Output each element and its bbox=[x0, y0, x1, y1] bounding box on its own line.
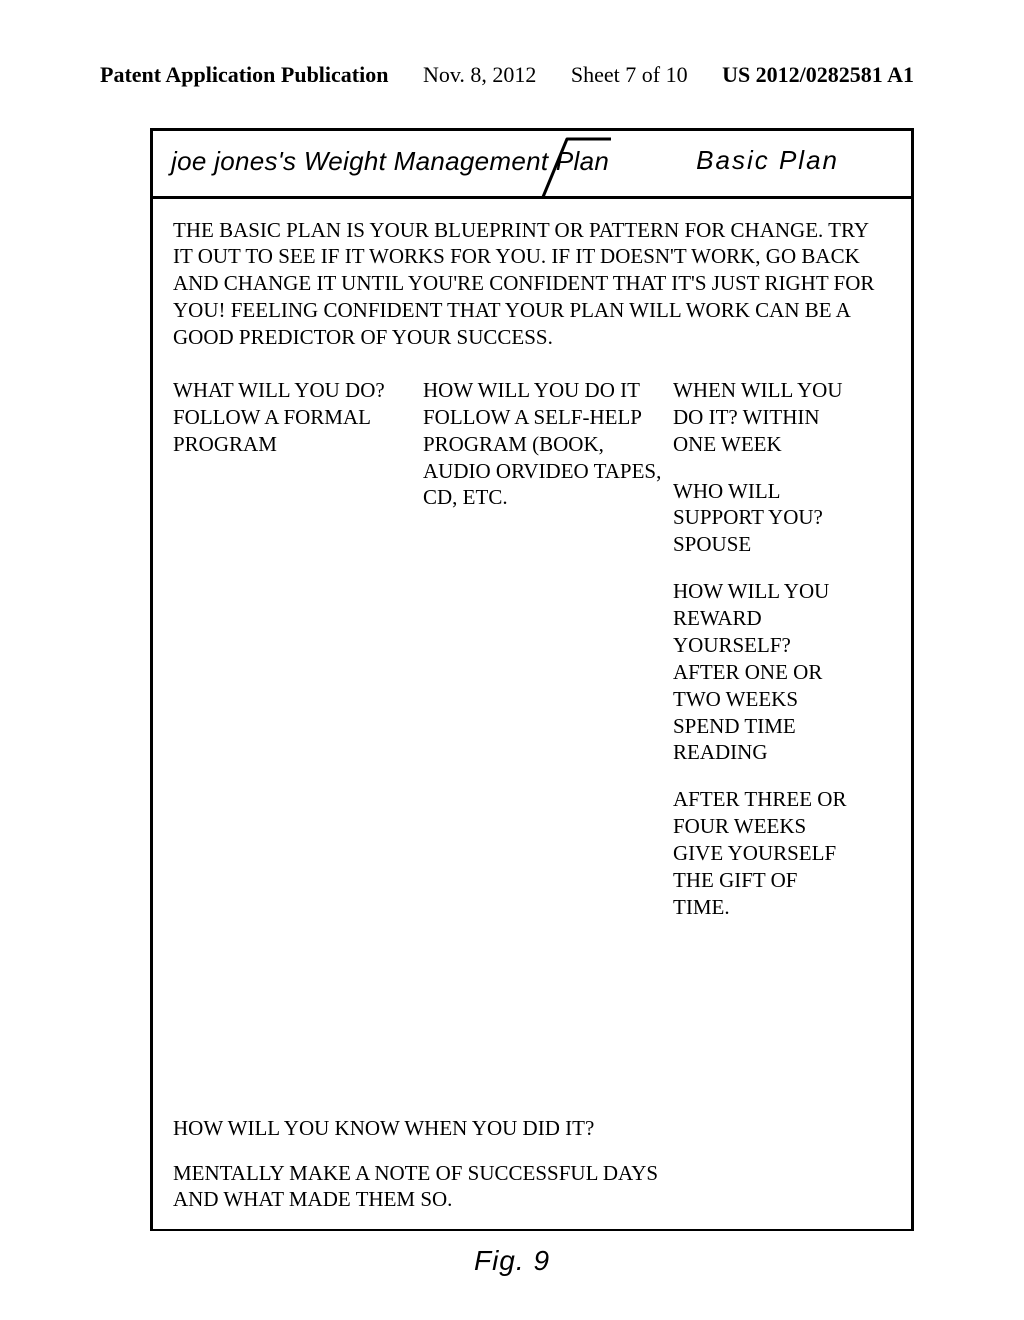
what-question: WHAT WILL YOU DO? bbox=[173, 377, 413, 404]
plan-box-body: THE BASIC PLAN IS YOUR BLUEPRINT OR PATT… bbox=[153, 199, 911, 1230]
figure-caption: Fig. 9 bbox=[0, 1245, 1024, 1277]
how-question: HOW WILL YOU DO IT bbox=[423, 377, 663, 404]
know-question: HOW WILL YOU KNOW WHEN YOU DID IT? bbox=[173, 1115, 663, 1142]
who-block: WHO WILL SUPPORT YOU? SPOUSE bbox=[673, 478, 853, 559]
col-what: WHAT WILL YOU DO? FOLLOW A FORMAL PROGRA… bbox=[173, 377, 413, 941]
publication-label: Patent Application Publication bbox=[100, 62, 388, 88]
plan-title-right: Basic Plan bbox=[696, 145, 839, 176]
date-label: Nov. 8, 2012 bbox=[423, 62, 536, 88]
plan-box: joe jones's Weight Management Plan Basic… bbox=[150, 128, 914, 1231]
reward-block-2: AFTER THREE OR FOUR WEEKS GIVE YOURSELF … bbox=[673, 786, 853, 920]
how-answer: FOLLOW A SELF-HELP PROGRAM (BOOK, AUDIO … bbox=[423, 404, 663, 512]
when-block: WHEN WILL YOU DO IT? WITHIN ONE WEEK bbox=[673, 377, 853, 458]
know-answer: MENTALLY MAKE A NOTE OF SUCCESSFUL DAYS … bbox=[173, 1160, 663, 1214]
col-when-who-reward: WHEN WILL YOU DO IT? WITHIN ONE WEEK WHO… bbox=[673, 377, 853, 941]
intro-paragraph: THE BASIC PLAN IS YOUR BLUEPRINT OR PATT… bbox=[173, 217, 891, 351]
know-block: HOW WILL YOU KNOW WHEN YOU DID IT? MENTA… bbox=[173, 1115, 663, 1214]
page-header: Patent Application Publication Nov. 8, 2… bbox=[0, 0, 1024, 100]
sheet-label: Sheet 7 of 10 bbox=[571, 62, 688, 88]
what-answer: FOLLOW A FORMAL PROGRAM bbox=[173, 404, 413, 458]
publication-number: US 2012/0282581 A1 bbox=[722, 62, 914, 88]
plan-box-header: joe jones's Weight Management Plan Basic… bbox=[153, 131, 911, 199]
plan-grid: WHAT WILL YOU DO? FOLLOW A FORMAL PROGRA… bbox=[173, 377, 891, 1213]
reward-block-1: HOW WILL YOU REWARD YOURSELF? AFTER ONE … bbox=[673, 578, 853, 766]
col-how: HOW WILL YOU DO IT FOLLOW A SELF-HELP PR… bbox=[423, 377, 663, 941]
